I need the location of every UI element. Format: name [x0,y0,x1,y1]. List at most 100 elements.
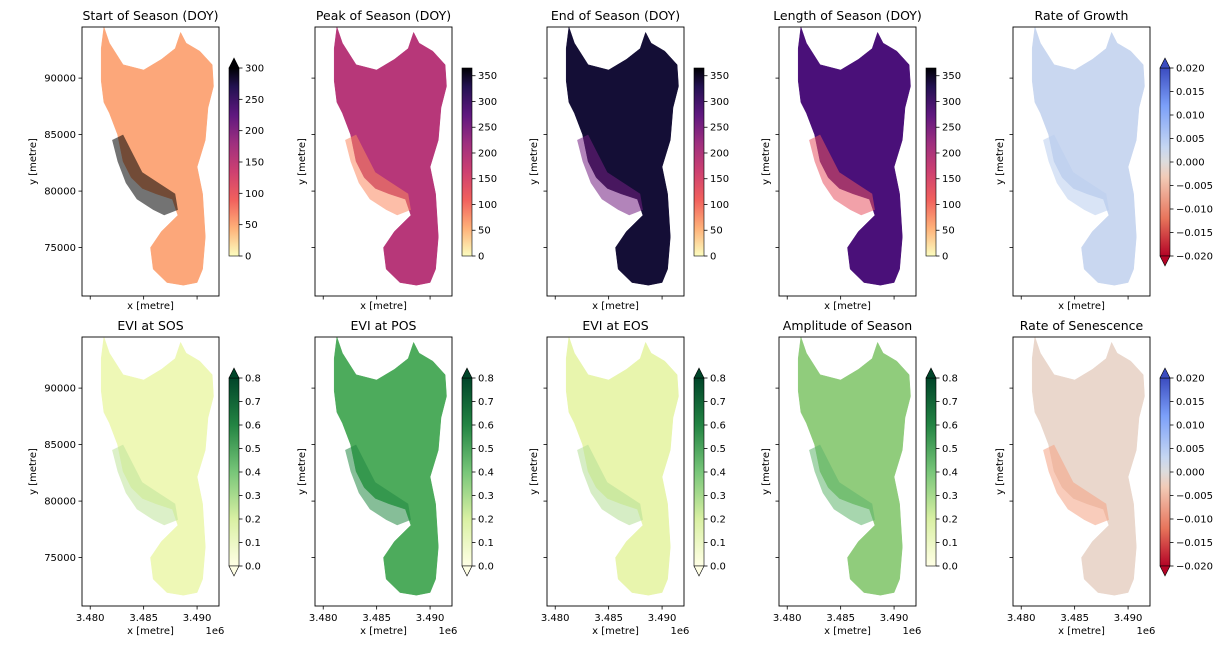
subplot-6: EVI at SOS 75000 80000 85000 90000 3.480 3.485… [28,318,261,637]
colorbar-tick-label: −0.005 [1176,491,1213,502]
colorbar-tick-label: 0.005 [1176,444,1205,455]
x-axis-label: x [metre] [592,626,639,637]
colorbar-tick-label: 0.4 [710,468,726,479]
subplot-title: Rate of Growth [1035,8,1129,23]
subplot-title: Rate of Senescence [1020,318,1144,333]
colorbar-tick-label: 0 [245,252,251,263]
x-axis-label: x [metre] [824,626,871,637]
colorbar-gradient [228,67,240,257]
colorbar-extend-max [925,367,937,379]
axes-frame [1012,336,1151,607]
colorbar-tick-label: 200 [942,148,961,159]
map-coastal-fringe [112,134,178,216]
x-tick-label: 3.480 [541,613,570,624]
subplot-2: Peak of Season (DOY) x [metre] y [metre] 0 5… [297,8,497,312]
colorbar-tick-label: 50 [942,226,955,237]
x-axis-label: x [metre] [127,626,174,637]
axes-frame [778,26,917,297]
colorbar-gradient [228,377,240,567]
colorbar-tick-label: 0.2 [710,515,726,526]
colorbar-gradient [693,67,705,257]
colorbar: 0 50 100 150 200 250 300 350 [461,67,497,263]
colorbar-gradient [925,67,937,257]
colorbar-tick-label: 200 [710,148,729,159]
colorbar-tick-label: 0.5 [245,444,261,455]
subplot-title: EVI at EOS [582,318,648,333]
colorbar-tick-label: 0.3 [245,491,261,502]
colorbar-gradient [461,67,473,257]
axes-frame [81,26,220,297]
colorbar-tick-label: 0 [710,252,716,263]
colorbar-tick-label: 0.4 [478,468,494,479]
subplot-title: EVI at SOS [117,318,183,333]
x-offset-label: 1e6 [671,626,690,637]
x-axis-label: x [metre] [592,301,639,312]
colorbar: −0.020 −0.015 −0.010 −0.005 0.000 0.005 0.010 0… [1159,57,1213,267]
colorbar-tick-label: 0 [478,252,484,263]
colorbar-tick-label: 150 [245,158,264,169]
subplot-7: EVI at POS 3.480 3.485 3.490 1e6 x [metre] y [… [297,318,494,637]
colorbar-tick-label: −0.015 [1176,538,1213,549]
y-tick-label: 85000 [44,440,76,451]
colorbar-gradient [1159,377,1171,567]
x-tick-label: 3.490 [183,613,212,624]
colorbar: 0.0 0.1 0.2 0.3 0.4 0.5 0.6 0.7 0.8 [228,367,261,577]
y-tick-label: 80000 [44,187,76,198]
colorbar-tick-label: 200 [478,148,497,159]
colorbar-tick-label: −0.010 [1176,205,1213,216]
colorbar: −0.020 −0.015 −0.010 −0.005 0.000 0.005 0.010 0… [1159,367,1213,577]
y-tick-label: 85000 [44,130,76,141]
colorbar-gradient [693,377,705,567]
x-offset-label: 1e6 [1137,626,1156,637]
y-axis-label: y [metre] [297,138,308,185]
colorbar-tick-label: 0.5 [942,444,958,455]
colorbar-tick-label: 250 [710,123,729,134]
colorbar-tick-label: 0.005 [1176,134,1205,145]
colorbar-tick-label: −0.020 [1176,252,1213,263]
colorbar-tick-label: 300 [245,64,264,75]
colorbar-extend-max [1159,367,1171,379]
x-axis-label: x [metre] [127,301,174,312]
colorbar-extend-min [461,565,473,577]
colorbar-tick-label: 0.1 [478,538,494,549]
subplot-10: Rate of Senescence 3.480 3.485 3.490 1e6 x [m… [995,318,1213,637]
colorbar-tick-label: 0.2 [245,515,261,526]
colorbar-tick-label: 0.7 [245,397,261,408]
subplot-4: Length of Season (DOY) x [metre] y [metre]… [761,8,961,312]
x-tick-label: 3.490 [648,613,677,624]
map-coastal-fringe [577,134,643,216]
colorbar-tick-label: 0.6 [478,421,494,432]
colorbar-gradient [1159,67,1171,257]
map-coastal-fringe [1043,134,1109,216]
colorbar-tick-label: 0.1 [942,538,958,549]
x-tick-label: 3.480 [309,613,338,624]
colorbar-extend-min [228,565,240,577]
colorbar-tick-label: 0.020 [1176,374,1205,385]
axes-frame [778,336,917,607]
colorbar-tick-label: 50 [245,220,258,231]
x-axis-label: x [metre] [1058,301,1105,312]
colorbar-extend-min [1159,565,1171,577]
x-axis-label: x [metre] [360,626,407,637]
x-tick-label: 3.485 [594,613,623,624]
x-offset-label: 1e6 [439,626,458,637]
subplot-title: Peak of Season (DOY) [316,8,451,23]
x-tick-label: 3.490 [880,613,909,624]
colorbar-tick-label: −0.015 [1176,228,1213,239]
x-axis-label: x [metre] [824,301,871,312]
colorbar-tick-label: 250 [245,95,264,106]
x-tick-label: 3.485 [826,613,855,624]
colorbar-tick-label: 50 [478,226,491,237]
colorbar-tick-label: 0.1 [710,538,726,549]
colorbar: 0 50 100 150 200 250 300 [228,57,264,263]
colorbar-tick-label: 0.3 [942,491,958,502]
map-coastal-fringe [577,444,643,526]
colorbar-tick-label: 0.3 [710,491,726,502]
axes-frame [314,26,453,297]
colorbar-gradient [461,377,473,567]
colorbar-tick-label: 0.8 [478,374,494,385]
colorbar-tick-label: 0.020 [1176,64,1205,75]
x-tick-label: 3.480 [76,613,105,624]
y-tick-label: 90000 [44,384,76,395]
